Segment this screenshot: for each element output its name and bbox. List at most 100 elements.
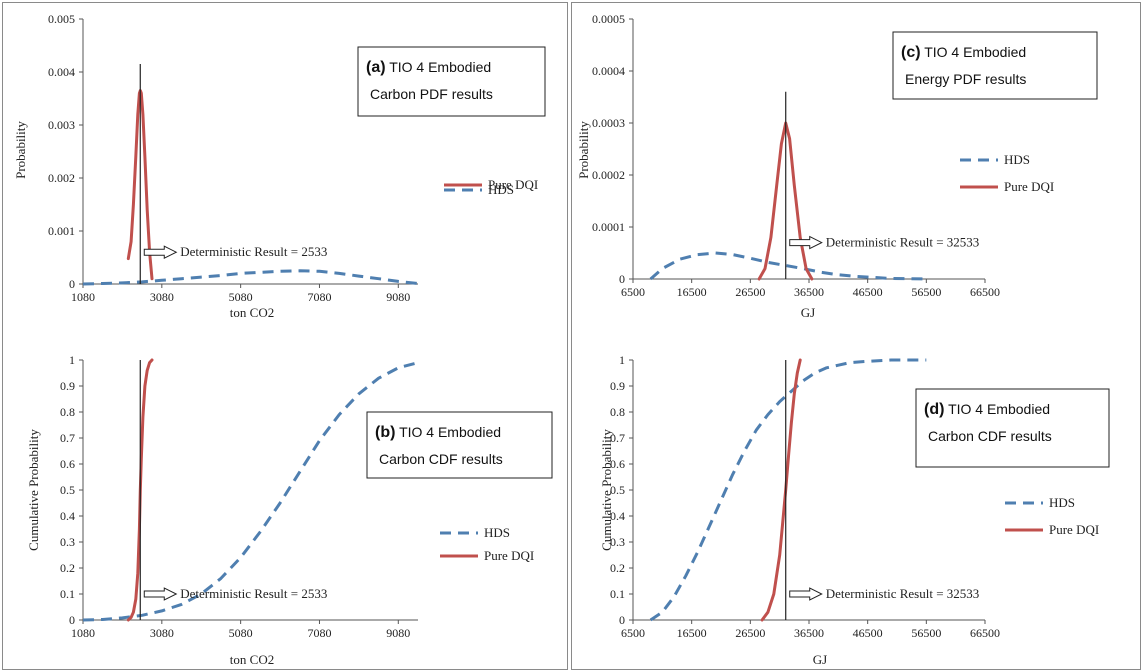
x-tick-label: 7080 <box>307 290 331 304</box>
legend-label: Pure DQI <box>1004 179 1054 194</box>
y-tick-label: 0.5 <box>610 483 625 497</box>
y-tick-label: 0.1 <box>60 587 75 601</box>
y-tick-label: 0.4 <box>60 509 75 523</box>
title-panel-letter: (b) <box>375 424 395 441</box>
y-tick-label: 0.6 <box>60 457 75 471</box>
title-panel-letter: (a) <box>366 59 386 76</box>
y-tick-label: 0.0001 <box>592 220 625 234</box>
y-tick-label: 0.7 <box>60 431 75 445</box>
x-tick-label: 5080 <box>229 290 253 304</box>
deterministic-label: Deterministic Result = 32533 <box>826 235 980 250</box>
x-tick-label: 66500 <box>970 626 1000 640</box>
y-tick-label: 0.001 <box>48 224 75 238</box>
y-tick-label: 0.6 <box>610 457 625 471</box>
y-axis-title: Probability <box>576 121 591 179</box>
x-tick-label: 1080 <box>71 626 95 640</box>
legend-label: Pure DQI <box>1049 522 1099 537</box>
series-line-hds <box>82 361 419 622</box>
x-axis-title: ton CO2 <box>230 652 274 667</box>
chart-a: 0 0.001 0.002 0.003 0.004 0.005 1080 3080 5080 70… <box>13 12 546 320</box>
x-tick-label: 56500 <box>911 285 941 299</box>
y-axis-title: Cumulative Probability <box>26 429 41 551</box>
y-tick-label: 1 <box>69 353 75 367</box>
title-line-1: (c) TIO 4 Embodied <box>901 44 1026 61</box>
legend-label: HDS <box>1049 495 1075 510</box>
title-box <box>892 31 1098 100</box>
left-panel-frame <box>2 2 568 670</box>
y-tick-label: 0.005 <box>48 12 75 26</box>
x-tick-label: 56500 <box>911 626 941 640</box>
y-tick-label: 0.1 <box>610 587 625 601</box>
title-panel-letter: (d) <box>924 401 944 418</box>
x-tick-label: 3080 <box>150 290 174 304</box>
chart-b: 0 0.1 0.2 0.3 0.4 0.5 0.6 0.7 0.8 0.9 1 1080 3080 508… <box>26 353 553 667</box>
annotation-arrow <box>143 587 178 601</box>
y-tick-label: 0.004 <box>48 65 75 79</box>
title-line-1: (d) TIO 4 Embodied <box>924 401 1050 418</box>
deterministic-label: Deterministic Result = 2533 <box>180 586 327 601</box>
x-tick-label: 46500 <box>853 626 883 640</box>
x-axis-title: ton CO2 <box>230 305 274 320</box>
title-text-1: TIO 4 Embodied <box>921 44 1027 60</box>
y-tick-label: 0.8 <box>610 405 625 419</box>
title-text-1: TIO 4 Embodied <box>944 401 1050 417</box>
y-tick-label: 0.002 <box>48 171 75 185</box>
x-tick-label: 16500 <box>677 285 707 299</box>
annotation-arrow <box>789 235 823 250</box>
y-tick-label: 1 <box>619 353 625 367</box>
chart-c: 0 0.0001 0.0002 0.0003 0.0004 0.0005 6500 16500… <box>576 12 1098 320</box>
y-tick-label: 0.0004 <box>592 64 625 78</box>
x-tick-label: 1080 <box>71 290 95 304</box>
x-tick-label: 6500 <box>621 626 645 640</box>
series-line-hds <box>82 269 419 286</box>
x-tick-label: 26500 <box>735 285 765 299</box>
title-box <box>366 411 553 479</box>
x-tick-label: 9080 <box>386 626 410 640</box>
y-tick-label: 0.003 <box>48 118 75 132</box>
y-tick-label: 0.0002 <box>592 168 625 182</box>
title-text-1: TIO 4 Embodied <box>386 59 492 75</box>
x-axis-title: GJ <box>801 305 815 320</box>
legend-label: Pure DQI <box>488 177 538 192</box>
y-tick-label: 0.8 <box>60 405 75 419</box>
title-text-1: TIO 4 Embodied <box>395 424 501 440</box>
annotation-arrow <box>143 245 178 260</box>
title-line-2: Carbon PDF results <box>370 86 493 102</box>
title-panel-letter: (c) <box>901 44 921 61</box>
series-line-hds <box>649 251 927 281</box>
title-line-2: Carbon CDF results <box>928 428 1052 444</box>
title-line-2: Carbon CDF results <box>379 451 503 467</box>
x-tick-label: 5080 <box>229 626 253 640</box>
y-tick-label: 0.9 <box>610 379 625 393</box>
title-box <box>357 46 546 117</box>
x-tick-label: 7080 <box>307 626 331 640</box>
x-tick-label: 36500 <box>794 626 824 640</box>
title-line-2: Energy PDF results <box>905 71 1026 87</box>
y-tick-label: 0 <box>69 613 75 627</box>
x-tick-label: 26500 <box>735 626 765 640</box>
x-tick-label: 3080 <box>150 626 174 640</box>
x-axis-title: GJ <box>813 652 827 667</box>
y-tick-label: 0.4 <box>610 509 625 523</box>
deterministic-label: Deterministic Result = 2533 <box>180 244 327 259</box>
series-line-hds <box>649 358 927 622</box>
legend-label: HDS <box>1004 152 1030 167</box>
y-tick-label: 0.2 <box>60 561 75 575</box>
y-tick-label: 0 <box>69 277 75 291</box>
y-tick-label: 0.2 <box>610 561 625 575</box>
title-box <box>915 388 1110 468</box>
title-line-1: (b) TIO 4 Embodied <box>375 424 501 441</box>
legend-label: Pure DQI <box>484 548 534 563</box>
y-tick-label: 0.0005 <box>592 12 625 26</box>
y-tick-label: 0.3 <box>610 535 625 549</box>
legend-label: HDS <box>488 182 514 197</box>
y-tick-label: 0.9 <box>60 379 75 393</box>
x-tick-label: 36500 <box>794 285 824 299</box>
deterministic-label: Deterministic Result = 32533 <box>826 586 980 601</box>
y-tick-label: 0 <box>619 613 625 627</box>
y-tick-label: 0.3 <box>60 535 75 549</box>
x-tick-label: 9080 <box>386 290 410 304</box>
y-tick-label: 0 <box>619 272 625 286</box>
